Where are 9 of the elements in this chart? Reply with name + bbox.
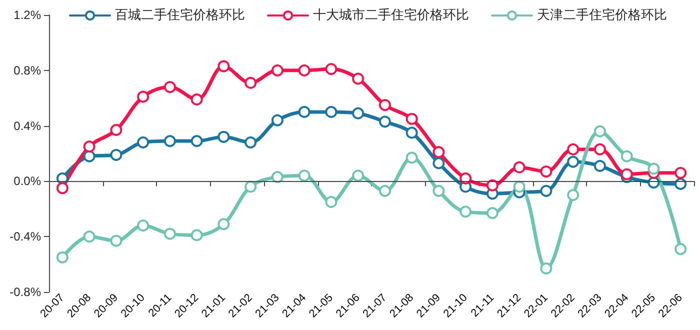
y-tick-label: -0.8% [10,285,42,299]
y-tick-label: 0.8% [14,63,42,78]
legend-label: 百城二手住宅价格环比 [115,7,245,23]
legend-label: 天津二手住宅价格环比 [537,7,667,23]
legend-label: 十大城市二手住宅价格环比 [313,7,469,23]
y-tick-label: 0.0% [14,174,42,188]
y-tick-label: -0.4% [10,230,42,244]
y-tick-label: 0.4% [14,118,42,133]
y-tick-label: 1.2% [14,8,42,22]
